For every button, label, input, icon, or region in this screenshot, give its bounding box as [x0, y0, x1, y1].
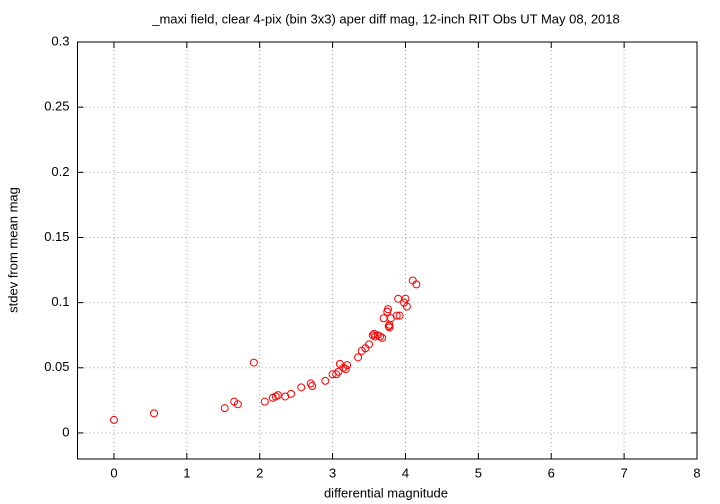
point: [343, 361, 352, 370]
x-tick-label: 3: [329, 465, 336, 480]
point: [321, 376, 330, 385]
point: [260, 397, 269, 406]
x-tick-label: 0: [110, 465, 117, 480]
point: [402, 302, 411, 311]
point: [271, 392, 280, 401]
y-tick-label: 0.1: [51, 294, 69, 309]
point: [273, 391, 282, 400]
point: [375, 332, 384, 341]
x-tick-label: 4: [402, 465, 409, 480]
x-tick-label: 6: [548, 465, 555, 480]
point: [412, 280, 421, 289]
y-tick-label: 0.15: [44, 229, 69, 244]
point: [378, 333, 387, 342]
point: [354, 353, 363, 362]
y-tick-label: 0.3: [51, 33, 69, 48]
point: [150, 409, 159, 418]
x-tick-label: 8: [693, 465, 700, 480]
point: [109, 415, 118, 424]
point: [401, 294, 410, 303]
point: [308, 382, 317, 391]
point: [384, 322, 393, 331]
y-tick-label: 0: [62, 424, 69, 439]
x-tick-label: 5: [475, 465, 482, 480]
y-tick-label: 0.2: [51, 164, 69, 179]
point: [334, 367, 343, 376]
y-tick-label: 0.25: [44, 99, 69, 114]
point: [368, 331, 377, 340]
point: [373, 331, 382, 340]
x-tick-label: 2: [256, 465, 263, 480]
point: [249, 358, 258, 367]
point: [379, 314, 388, 323]
point: [395, 311, 404, 320]
point: [383, 305, 392, 314]
point: [341, 365, 350, 374]
plot-frame: [77, 41, 698, 460]
chart-title: _maxi field, clear 4-pix (bin 3x3) aper …: [151, 11, 620, 26]
x-axis-label: differential magnitude: [324, 485, 448, 500]
point: [297, 383, 306, 392]
point: [233, 400, 242, 409]
x-tick-label: 1: [183, 465, 190, 480]
x-tick-label: 7: [621, 465, 628, 480]
y-tick-label: 0.05: [44, 359, 69, 374]
point: [287, 389, 296, 398]
point: [385, 323, 394, 332]
point: [365, 340, 374, 349]
point: [392, 311, 401, 320]
point: [332, 370, 341, 379]
point: [220, 404, 229, 413]
y-axis-label: stdev from mean mag: [5, 187, 20, 313]
